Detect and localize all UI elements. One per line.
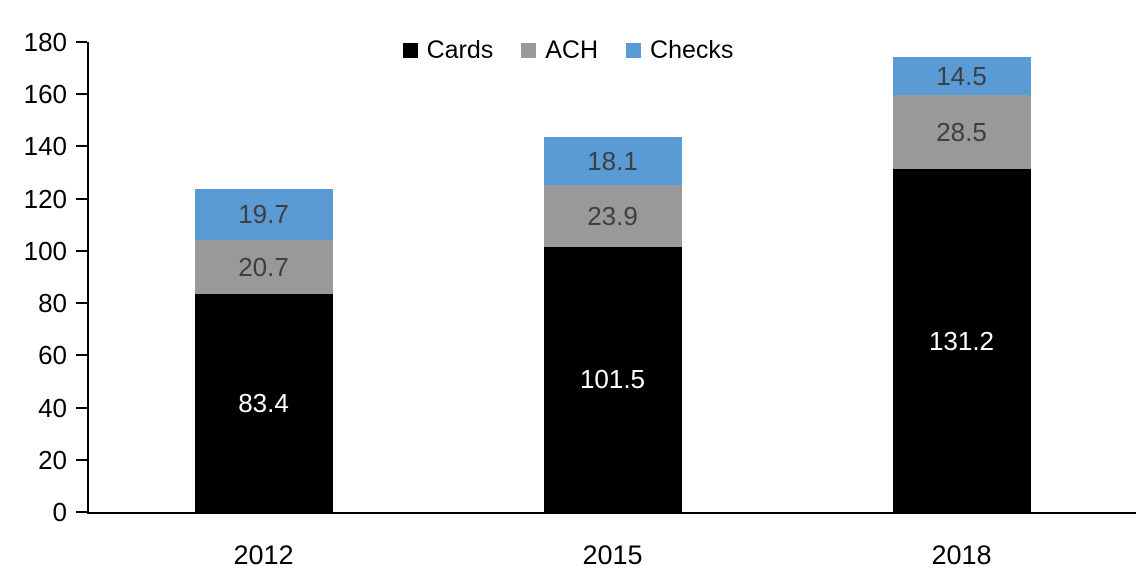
segment-checks-2012: 19.7: [194, 188, 333, 241]
bar-2015: 101.5 23.9 18.1: [543, 137, 682, 512]
y-tick-label-100: 100: [23, 235, 67, 266]
y-tick-100: [76, 249, 87, 252]
y-tick-20: [76, 458, 87, 461]
x-label-2018: 2018: [931, 540, 992, 570]
legend-label-checks: Checks: [650, 36, 734, 64]
segment-cards-2015: 101.5: [543, 246, 682, 512]
y-tick-label-160: 160: [23, 79, 67, 110]
segment-label-ach-2012: 20.7: [238, 252, 289, 283]
segment-label-checks-2012: 19.7: [238, 199, 289, 230]
y-tick-160: [76, 93, 87, 96]
legend-swatch-ach: [521, 43, 537, 58]
segment-label-cards-2018: 131.2: [928, 325, 995, 356]
y-tick-180: [76, 41, 87, 43]
segment-checks-2018: 14.5: [892, 57, 1031, 96]
segment-label-cards-2012: 83.4: [238, 388, 289, 419]
legend-label-cards: Cards: [426, 36, 494, 64]
y-tick-label-180: 180: [23, 27, 67, 57]
y-tick-40: [76, 406, 87, 409]
segment-checks-2015: 18.1: [543, 137, 682, 185]
bar-2012: 83.4 20.7 19.7: [194, 188, 333, 512]
segment-label-ach-2018: 28.5: [936, 117, 987, 148]
legend-item-cards: Cards: [402, 36, 494, 65]
segment-ach-2015: 23.9: [543, 184, 682, 247]
y-tick-label-20: 20: [38, 444, 67, 475]
legend-item-ach: ACH: [521, 36, 598, 65]
segment-ach-2012: 20.7: [194, 240, 333, 295]
y-tick-label-60: 60: [38, 340, 67, 371]
segment-cards-2012: 83.4: [194, 294, 333, 512]
y-tick-label-140: 140: [23, 131, 67, 162]
segment-ach-2018: 28.5: [892, 95, 1031, 170]
chart-legend: Cards ACH Checks: [0, 36, 1136, 65]
segment-label-ach-2015: 23.9: [587, 200, 638, 231]
legend-label-ach: ACH: [545, 36, 599, 64]
legend-item-checks: Checks: [626, 36, 733, 65]
segment-label-checks-2018: 14.5: [936, 61, 987, 92]
y-tick-80: [76, 302, 87, 305]
y-tick-120: [76, 197, 87, 200]
segment-label-checks-2015: 18.1: [587, 145, 638, 176]
y-tick-label-120: 120: [23, 183, 67, 214]
legend-swatch-cards: [402, 43, 418, 58]
y-tick-label-80: 80: [38, 288, 67, 319]
x-label-2012: 2012: [233, 540, 294, 570]
y-tick-0: [76, 511, 87, 513]
segment-cards-2018: 131.2: [892, 169, 1031, 512]
bar-2018: 131.2 28.5 14.5: [892, 57, 1031, 512]
segment-label-cards-2015: 101.5: [579, 364, 646, 395]
y-tick-label-40: 40: [38, 392, 67, 423]
y-tick-60: [76, 354, 87, 357]
legend-swatch-checks: [626, 43, 642, 58]
y-tick-label-0: 0: [52, 497, 67, 527]
x-label-2015: 2015: [582, 540, 643, 570]
plot-area: 0 20 40 60 80 100 120 140 160 180 83.4 20.7 19.7 101.…: [24, 29, 1136, 525]
y-tick-140: [76, 145, 87, 148]
